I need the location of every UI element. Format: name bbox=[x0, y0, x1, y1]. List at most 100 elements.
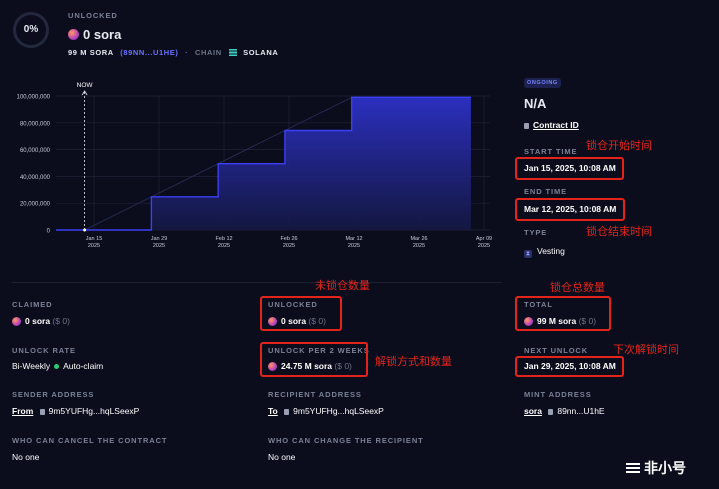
y-tick-label: 20,000,000 bbox=[20, 202, 51, 208]
now-label: NOW bbox=[77, 82, 94, 89]
annotation-box-next bbox=[515, 356, 624, 377]
x-tick-year: 2025 bbox=[283, 243, 295, 249]
x-tick-label: Mar 12 bbox=[345, 236, 362, 242]
x-tick-label: Jan 15 bbox=[86, 236, 103, 242]
progress-label: 0% bbox=[23, 24, 39, 35]
y-tick-label: 80,000,000 bbox=[20, 121, 51, 127]
chain-label: CHAIN bbox=[194, 48, 222, 57]
start-time-label: START TIME bbox=[524, 147, 578, 156]
unlock-per-label: UNLOCK PER 2 WEEKS bbox=[268, 346, 370, 355]
claimed-label: CLAIMED bbox=[12, 300, 53, 309]
copy-icon[interactable] bbox=[39, 409, 45, 415]
sender-address: 9m5YUFHg...hqLSeexP bbox=[48, 406, 140, 416]
total-row: 99 M sora ($ 0) bbox=[524, 316, 596, 326]
next-unlock-label: NEXT UNLOCK bbox=[524, 346, 589, 355]
chain-name: SOLANA bbox=[243, 48, 279, 57]
sora-token-icon bbox=[524, 317, 533, 326]
start-time-value: Jan 15, 2025, 10:08 AM bbox=[524, 163, 616, 173]
unlocked-amount: 0 sora bbox=[68, 27, 121, 42]
sora-token-icon bbox=[68, 29, 79, 40]
annotation-start: 锁仓开始时间 bbox=[586, 139, 652, 152]
unlock-rate-row: Bi-Weekly Auto-claim bbox=[12, 361, 103, 371]
type-value: Vesting bbox=[537, 246, 565, 256]
unlock-per-usd: ($ 0) bbox=[334, 361, 352, 371]
series-line bbox=[56, 96, 471, 231]
x-tick-year: 2025 bbox=[218, 243, 230, 249]
y-tick-label: 40,000,000 bbox=[20, 175, 51, 181]
cancel-value: No one bbox=[12, 452, 40, 462]
divider bbox=[12, 282, 502, 283]
unlocked-usd: ($ 0) bbox=[308, 316, 326, 326]
hourglass-icon: ⧗ bbox=[524, 250, 532, 258]
recipient-label: RECIPIENT ADDRESS bbox=[268, 390, 362, 399]
x-tick-year: 2025 bbox=[88, 243, 100, 249]
unlocked-row: 0 sora ($ 0) bbox=[268, 316, 326, 326]
annotation-box-start bbox=[515, 157, 624, 180]
total-supply: 99 M SORA bbox=[68, 48, 114, 57]
progress-ring: 0% bbox=[12, 11, 50, 49]
claimed-usd: ($ 0) bbox=[52, 316, 70, 326]
x-tick-label: Feb 26 bbox=[280, 236, 297, 242]
type-row: ⧗ Vesting bbox=[524, 246, 565, 258]
annotation-next: 下次解锁时间 bbox=[613, 343, 679, 356]
x-tick-year: 2025 bbox=[478, 243, 490, 249]
annotation-end: 锁仓结束时间 bbox=[586, 225, 652, 238]
sora-token-icon bbox=[12, 317, 21, 326]
vesting-chart: 100,000,000 80,000,000 60,000,000 40,000,00… bbox=[17, 82, 492, 249]
mint-link[interactable]: sora bbox=[524, 406, 542, 416]
amount-text: 0 sora bbox=[83, 27, 122, 42]
copy-icon[interactable] bbox=[548, 409, 554, 415]
annotation-box-total bbox=[515, 296, 611, 331]
now-arrow bbox=[81, 90, 88, 96]
solana-icon bbox=[229, 49, 238, 56]
x-tick-year: 2025 bbox=[348, 243, 360, 249]
document-icon bbox=[524, 123, 529, 129]
recipient-row: To 9m5YUFHg...hqLSeexP bbox=[268, 406, 384, 416]
contract-address-link[interactable]: (89NN...U1HE) bbox=[120, 48, 179, 57]
contract-id-link[interactable]: Contract ID bbox=[533, 120, 579, 130]
unlocked-value: 0 sora bbox=[281, 316, 307, 326]
watermark-text: 非小号 bbox=[644, 461, 686, 477]
status-chip: ONGOING bbox=[524, 78, 561, 88]
unlocked-label: UNLOCKED bbox=[268, 300, 318, 309]
end-time-value: Mar 12, 2025, 10:08 AM bbox=[524, 204, 617, 214]
annotation-method: 解锁方式和数量 bbox=[375, 355, 452, 368]
recipient-address: 9m5YUFHg...hqLSeexP bbox=[293, 406, 384, 416]
y-tick-label: 100,000,000 bbox=[17, 95, 51, 101]
x-tick-label: Mar 26 bbox=[410, 236, 427, 242]
next-unlock-value: Jan 29, 2025, 10:08 AM bbox=[524, 361, 616, 371]
status-label: UNLOCKED bbox=[68, 11, 118, 20]
y-tick-label: 0 bbox=[47, 229, 51, 235]
copy-icon[interactable] bbox=[284, 409, 290, 415]
annotation-total: 锁仓总数量 bbox=[550, 281, 605, 294]
progress-ring-icon bbox=[13, 12, 49, 48]
annotation-box-unlocked bbox=[260, 296, 342, 331]
watermark-logo-icon bbox=[626, 463, 640, 473]
x-tick-year: 2025 bbox=[153, 243, 165, 249]
sender-link[interactable]: From bbox=[12, 406, 34, 416]
annotation-unlocked: 未锁仓数量 bbox=[315, 279, 370, 292]
annotation-box-method bbox=[260, 342, 368, 377]
watermark: 非小号 bbox=[626, 458, 686, 478]
status-dot-icon bbox=[54, 364, 60, 369]
recipient-link[interactable]: To bbox=[268, 406, 278, 416]
claimed-value: 0 sora bbox=[25, 316, 51, 326]
total-label: TOTAL bbox=[524, 300, 553, 309]
x-tick-label: Apr 09 bbox=[476, 236, 492, 242]
sender-label: SENDER ADDRESS bbox=[12, 390, 95, 399]
sora-token-icon bbox=[268, 317, 277, 326]
x-tick-label: Jan 29 bbox=[151, 236, 168, 242]
x-tick-year: 2025 bbox=[413, 243, 425, 249]
change-recipient-value: No one bbox=[268, 452, 296, 462]
y-tick-label: 60,000,000 bbox=[20, 148, 51, 154]
change-recipient-label: WHO CAN CHANGE THE RECIPIENT bbox=[268, 436, 424, 445]
mint-row: sora 89nn...U1hE bbox=[524, 406, 605, 416]
end-time-label: END TIME bbox=[524, 187, 568, 196]
annotation-box-end bbox=[515, 198, 625, 221]
cancel-label: WHO CAN CANCEL THE CONTRACT bbox=[12, 436, 168, 445]
contract-id-row[interactable]: Contract ID bbox=[524, 120, 579, 130]
total-usd: ($ 0) bbox=[578, 316, 597, 326]
claimed-row: 0 sora ($ 0) bbox=[12, 316, 70, 326]
sender-row: From 9m5YUFHg...hqLSeexP bbox=[12, 406, 139, 416]
total-value: 99 M sora bbox=[537, 316, 577, 326]
